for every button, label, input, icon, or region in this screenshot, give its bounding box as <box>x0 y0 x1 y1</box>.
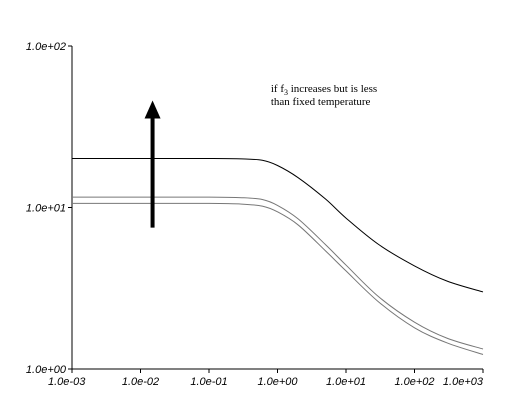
x-tick-label: 1.0e+01 <box>326 376 366 388</box>
annotation-text-line1: if f3 increases but is less <box>271 83 377 97</box>
annotation-text-subscript: 3 <box>284 88 288 97</box>
series-line-3 <box>72 202 484 355</box>
y-tick-label: 1.0e+01 <box>26 203 66 215</box>
arrow-head-icon <box>144 100 161 119</box>
series-line-2 <box>71 196 484 350</box>
annotation-text-suffix: increases but is less <box>288 83 377 95</box>
x-tick-label: 1.0e+00 <box>257 376 298 388</box>
x-tick-label: 1.0e+02 <box>394 376 434 388</box>
series-line-1 <box>71 158 484 293</box>
x-tick-label: 1.0e-02 <box>122 376 159 388</box>
series-layer <box>71 158 484 355</box>
annotation-text-prefix: if f <box>271 83 284 95</box>
y-axis-ticks: 1.0e+00 1.0e+01 1.0e+02 <box>26 41 72 376</box>
y-tick-label: 1.0e+00 <box>26 364 67 376</box>
x-tick-label: 1.0e-03 <box>48 376 86 388</box>
x-axis-ticks: 1.0e-03 1.0e-02 1.0e-01 1.0e+00 1.0e+01 1.0e+… <box>48 369 484 388</box>
x-tick-label: 1.0e+03 <box>443 376 484 388</box>
annotation-layer: if f3 increases but is less than fixed t… <box>144 83 377 228</box>
y-tick-label: 1.0e+02 <box>26 41 66 53</box>
x-tick-label: 1.0e-01 <box>190 376 227 388</box>
annotation-text-line2: than fixed temperature <box>271 96 371 108</box>
